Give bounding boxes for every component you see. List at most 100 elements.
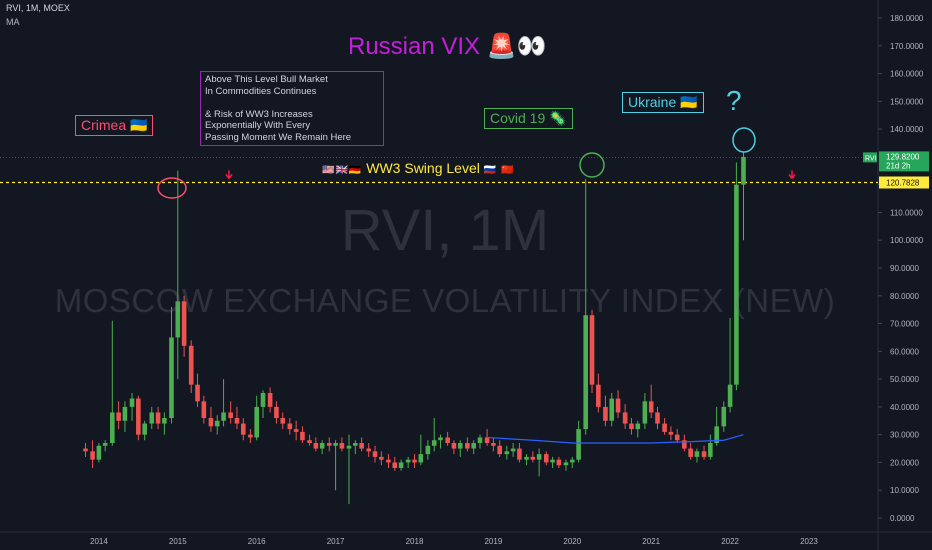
candle-body-up <box>221 412 226 421</box>
candle-body-down <box>392 462 398 468</box>
candle-body-up <box>569 459 575 463</box>
annotation-note: Above This Level Bull Market In Commodit… <box>200 71 384 146</box>
up-arrow-icon <box>225 170 233 179</box>
candle-body-up <box>714 426 719 443</box>
candle-body-up <box>583 315 589 430</box>
candle-body-down <box>701 451 707 457</box>
candle-body-up <box>477 437 483 443</box>
candle-body-down <box>530 456 536 460</box>
annotation-crimea: Crimea 🇺🇦 <box>75 115 154 136</box>
x-tick-label: 2016 <box>248 537 266 546</box>
candle-body-up <box>510 448 516 452</box>
candle-body-down <box>412 459 417 463</box>
candle-body-down <box>668 431 674 435</box>
candle-body-up <box>214 420 220 427</box>
candle-body-down <box>615 398 621 413</box>
candle-body-up <box>169 337 174 418</box>
crimea-circle-icon <box>157 177 187 199</box>
candle-body-down <box>556 459 562 466</box>
y-tick-label: 80.0000 <box>890 292 919 301</box>
candle-body-up <box>524 456 529 460</box>
annotation-covid: Covid 19 🦠 <box>484 108 573 129</box>
y-tick-label: 150.0000 <box>890 97 924 106</box>
candle-body-down <box>366 448 372 452</box>
candle-body-up <box>398 462 404 468</box>
candle-body-down <box>188 345 194 385</box>
watermark-description: MOSCOW EXCHANGE VOLATILITY INDEX (NEW) <box>54 282 836 319</box>
candle-body-up <box>438 437 443 441</box>
candle-body-down <box>484 437 490 443</box>
symbol-legend[interactable]: RVI, 1M, MOEX <box>6 3 70 13</box>
candle-body-up <box>642 401 648 424</box>
candle-body-up <box>162 418 167 424</box>
covid-circle-icon <box>579 152 605 178</box>
y-tick-label: 100.0000 <box>890 236 924 245</box>
candle-body-up <box>319 443 325 449</box>
candle-body-down <box>648 401 654 413</box>
candle-body-down <box>326 443 332 446</box>
candle-body-up <box>405 459 411 463</box>
candle-body-down <box>208 418 214 427</box>
candle-body-down <box>201 401 207 418</box>
ma-line <box>487 434 744 444</box>
candle-body-up <box>734 184 739 385</box>
watermark-symbol: RVI, 1M <box>340 198 550 263</box>
candle-body-down <box>451 443 457 449</box>
y-tick-label: 50.0000 <box>890 375 919 384</box>
y-tick-label: 170.0000 <box>890 42 924 51</box>
candle-body-up <box>102 443 108 446</box>
swing-flags-right: 🇷🇺 🇨🇳 <box>483 165 515 176</box>
y-tick-label: 110.0000 <box>890 208 923 217</box>
candle-body-up <box>563 462 569 466</box>
candle-body-up <box>635 423 641 430</box>
candle-body-up <box>431 440 437 446</box>
up-arrow-icon <box>788 170 796 179</box>
ukraine-circle-icon <box>732 127 756 153</box>
candle-body-down <box>181 301 187 346</box>
candle-body-down <box>300 431 305 441</box>
candle-body-down <box>280 418 286 424</box>
candle-body-up <box>175 301 181 338</box>
candle-body-up <box>550 459 555 463</box>
y-tick-label: 60.0000 <box>890 347 919 356</box>
x-tick-label: 2014 <box>90 537 108 546</box>
candle-body-down <box>274 406 279 418</box>
candle-body-up <box>694 451 700 457</box>
candle-body-up <box>536 454 542 460</box>
symbol-tag: RVI <box>865 155 877 162</box>
candle-body-up <box>418 454 424 463</box>
candle-body-down <box>307 440 312 443</box>
candle-body-up <box>129 398 135 407</box>
swing-level-label: 🇺🇸🇬🇧🇩🇪 WW3 Swing Level 🇷🇺 🇨🇳 <box>322 160 514 176</box>
candle-body-down <box>543 454 549 463</box>
candle-body-up <box>471 443 476 449</box>
candle-body-down <box>465 443 470 449</box>
candle-body-down <box>445 437 450 443</box>
candle-body-down <box>372 451 378 457</box>
candle-body-up <box>333 443 338 446</box>
candle-body-up <box>96 445 102 460</box>
swing-price-bg <box>879 176 929 189</box>
last-price-bg <box>879 151 929 172</box>
candle-body-up <box>576 429 581 460</box>
candle-body-down <box>195 384 200 402</box>
candle-body-down <box>622 412 628 424</box>
candle-body-up <box>457 443 463 449</box>
candle-body-down <box>228 412 233 418</box>
candle-body-up <box>122 406 128 421</box>
y-tick-label: 40.0000 <box>890 403 919 412</box>
candle-body-up <box>609 398 615 421</box>
y-tick-label: 180.0000 <box>890 14 924 23</box>
x-tick-label: 2021 <box>642 537 660 546</box>
candle-body-up <box>353 443 358 446</box>
candle-body-down <box>589 315 595 385</box>
candle-body-down <box>116 412 121 421</box>
candle-body-down <box>379 456 384 460</box>
candle-body-up <box>149 412 155 424</box>
ma-legend[interactable]: MA <box>6 17 20 27</box>
candle-body-down <box>155 412 161 424</box>
candle-body-down <box>90 451 95 460</box>
swing-flags-left: 🇺🇸🇬🇧🇩🇪 <box>322 165 363 176</box>
